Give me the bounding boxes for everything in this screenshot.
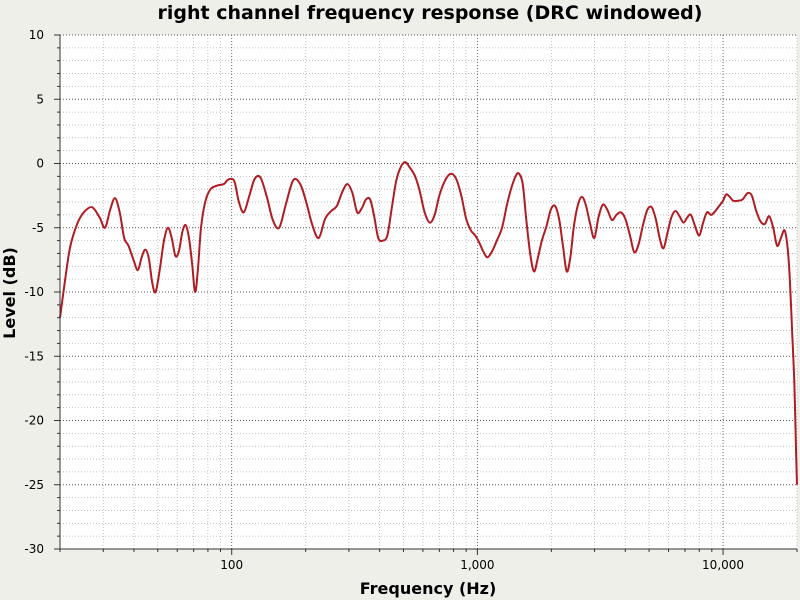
y-tick-label: 5 — [36, 92, 44, 106]
x-axis-label: Frequency (Hz) — [360, 579, 497, 598]
y-tick-label: 10 — [29, 28, 44, 42]
y-tick-label: -5 — [32, 221, 44, 235]
x-tick-label: 1,000 — [460, 558, 494, 572]
y-tick-label: -15 — [24, 349, 44, 363]
tick-labels: 10 5 0 -5 -10 -15 -20 -25 -30 100 1,000 10,000 — [24, 28, 744, 572]
y-tick-label: -20 — [24, 414, 44, 428]
x-tick-label: 10,000 — [702, 558, 744, 572]
y-axis-label: Level (dB) — [0, 247, 19, 339]
frequency-response-line — [59, 161, 798, 485]
x-tick-label: 100 — [220, 558, 243, 572]
y-tick-label: -10 — [24, 285, 44, 299]
y-tick-label: 0 — [36, 157, 44, 171]
y-tick-label: -25 — [24, 478, 44, 492]
plot-area — [60, 35, 797, 549]
chart-title: right channel frequency response (DRC wi… — [158, 2, 703, 24]
y-tick-label: -30 — [24, 542, 44, 556]
